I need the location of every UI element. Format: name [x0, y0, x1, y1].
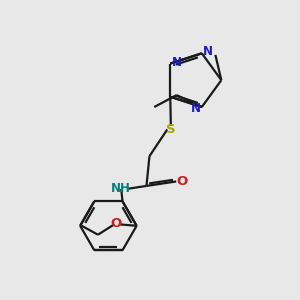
Text: N: N	[203, 45, 213, 58]
Text: N: N	[191, 102, 201, 115]
Text: O: O	[176, 175, 187, 188]
Text: S: S	[166, 123, 176, 136]
Text: O: O	[110, 217, 122, 230]
Text: NH: NH	[111, 182, 131, 195]
Text: N: N	[172, 56, 182, 70]
